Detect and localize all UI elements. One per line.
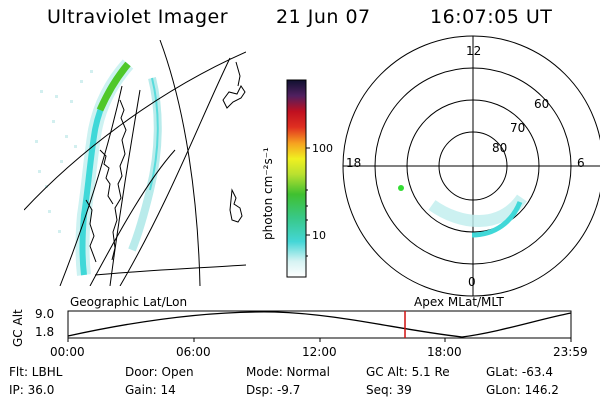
lat-label-60: 60 [534,97,550,111]
lat-label-80: 80 [492,141,508,155]
mlt-label-12: 12 [466,44,482,58]
timeline-plot [67,310,572,342]
app-title: Ultraviolet Imager [47,6,229,28]
colorbar-tick-100: 100 [312,142,333,155]
colorbar-ticks [306,147,310,257]
time-tick-2: 12:00 [302,345,337,359]
time-tick-3: 18:00 [427,345,462,359]
colorbar-unit-label: photon cm⁻²s⁻¹ [261,147,275,240]
colorbar-tick-10: 10 [312,229,326,242]
time-tick-0: 00:00 [50,345,85,359]
coastlines [85,61,246,263]
polar-plot [342,35,600,297]
colorbar [286,79,307,278]
info-door: Door: Open [125,365,194,379]
info-gc-alt: GC Alt: 5.1 Re [366,365,450,379]
info-ip: IP: 36.0 [9,383,55,397]
time-tick-1: 06:00 [176,345,211,359]
geographic-map [24,40,246,286]
time-tick-4: 23:59 [553,345,588,359]
mlt-label-6: 6 [577,156,585,170]
altitude-curve [67,311,572,338]
info-dsp: Dsp: -9.7 [246,383,301,397]
info-mode: Mode: Normal [246,365,330,379]
mlt-label-0: 0 [468,275,476,289]
timeline-ylabel: GC Alt [11,309,25,347]
polar-aurora [398,185,527,238]
apex-caption: Apex MLat/MLT [414,295,504,309]
lat-label-70: 70 [510,121,526,135]
timeline-ymax: 9.0 [35,307,55,321]
geo-grid [24,40,246,286]
info-glon: GLon: 146.2 [486,383,559,397]
mlt-label-18: 18 [346,156,362,170]
polar-green-point [398,185,404,191]
info-filter: Flt: LBHL [9,365,63,379]
info-seq: Seq: 39 [366,383,412,397]
date-label: 21 Jun 07 [276,6,371,28]
info-gain: Gain: 14 [125,383,176,397]
info-glat: GLat: -63.4 [486,365,553,379]
time-label: 16:07:05 UT [430,6,553,28]
geo-caption: Geographic Lat/Lon [70,295,188,309]
timeline-ymin: 1.8 [35,325,55,339]
aurora-bright-arc [96,61,131,112]
